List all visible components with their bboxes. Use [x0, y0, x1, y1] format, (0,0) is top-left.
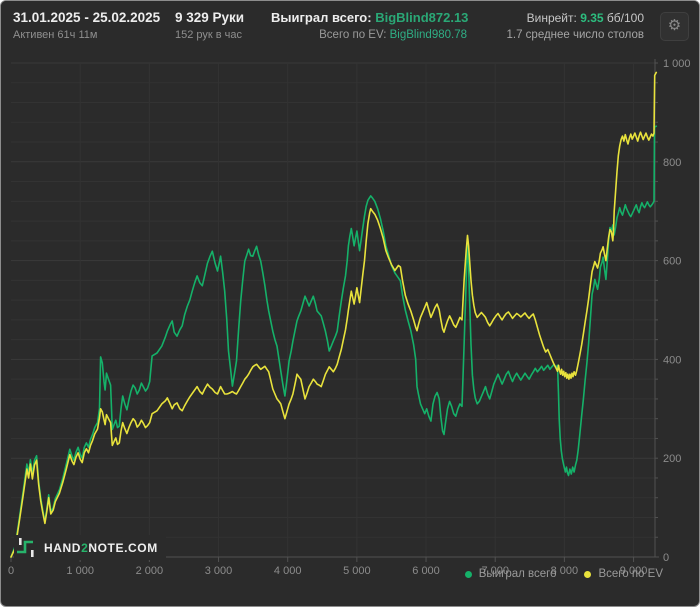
- axis-tick-label: 0: [8, 565, 14, 577]
- legend-won-label: Выиграл всего: [478, 568, 557, 580]
- hands-per-hour: 152 рук в час: [175, 29, 243, 41]
- winrate-unit: бб/100: [606, 11, 644, 25]
- axis-tick-label: 0: [663, 552, 669, 564]
- stats-header: 31.01.2025 - 25.02.2025 Активен 61ч 11м …: [1, 1, 699, 53]
- date-range: 31.01.2025 - 25.02.2025: [13, 10, 161, 25]
- won-total-line: Выиграл всего: BigBlind872.13: [271, 10, 469, 26]
- axis-tick-label: 4 000: [274, 565, 302, 577]
- axis-tick-label: 800: [663, 157, 681, 169]
- hand2note-logo: HAND2NOTE.COM: [14, 535, 166, 560]
- winrate-label: Винрейт:: [526, 11, 577, 25]
- won-total-value: BigBlind872.13: [375, 10, 469, 25]
- avg-tables: 1.7 среднее число столов: [506, 29, 645, 41]
- settings-gear-icon[interactable]: ⚙: [660, 12, 689, 41]
- won-series-line: [10, 125, 658, 558]
- ev-series-line: [10, 71, 658, 558]
- axis-tick-label: 9 000: [620, 565, 648, 577]
- won-total-label: Выиграл всего:: [271, 10, 372, 25]
- legend-item-won[interactable]: Выиграл всего: [464, 568, 557, 580]
- winrate-value: 9.35: [580, 11, 604, 25]
- winrate-block: Винрейт: 9.35 бб/100 1.7 среднее число с…: [507, 10, 647, 41]
- axis-tick-label: 3 000: [205, 565, 233, 577]
- axis-tick-label: 200: [663, 453, 681, 465]
- axis-tick-label: 5 000: [343, 565, 371, 577]
- active-time: Активен 61ч 11м: [13, 29, 98, 41]
- axis-tick-label: 1 000: [66, 565, 94, 577]
- hand2note-logo-icon: [17, 538, 34, 557]
- won-series-dot-icon: [464, 570, 472, 578]
- hands-total: 9 329 Руки: [175, 10, 245, 25]
- axis-tick-label: 6 000: [412, 565, 440, 577]
- ev-total-label: Всего по EV:: [319, 29, 387, 41]
- ev-total-line: Всего по EV: BigBlind980.78: [271, 29, 467, 41]
- axis-tick-label: 8 000: [551, 565, 579, 577]
- axis-tick-label: 2 000: [136, 565, 164, 577]
- hand2note-logo-text: HAND2NOTE.COM: [44, 540, 158, 555]
- legend-ev-label: Всего по EV: [598, 568, 663, 580]
- axis-tick-label: 600: [663, 256, 681, 268]
- winrate-line: Винрейт: 9.35 бб/100: [507, 10, 644, 26]
- ev-series-dot-icon: [584, 570, 592, 578]
- ev-total-value: BigBlind980.78: [389, 29, 467, 41]
- axis-tick-label: 7 000: [481, 565, 509, 577]
- legend-item-ev[interactable]: Всего по EV: [584, 568, 663, 580]
- hands-block: 9 329 Руки 152 рук в час: [175, 10, 271, 41]
- axis-tick-label: 400: [663, 354, 681, 366]
- chart-legend: Выиграл всего Всего по EV: [464, 568, 663, 580]
- date-range-block: 31.01.2025 - 25.02.2025 Активен 61ч 11м: [13, 10, 175, 41]
- winnings-block: Выиграл всего: BigBlind872.13 Всего по E…: [271, 10, 469, 41]
- axis-tick-label: 1 000: [663, 58, 691, 70]
